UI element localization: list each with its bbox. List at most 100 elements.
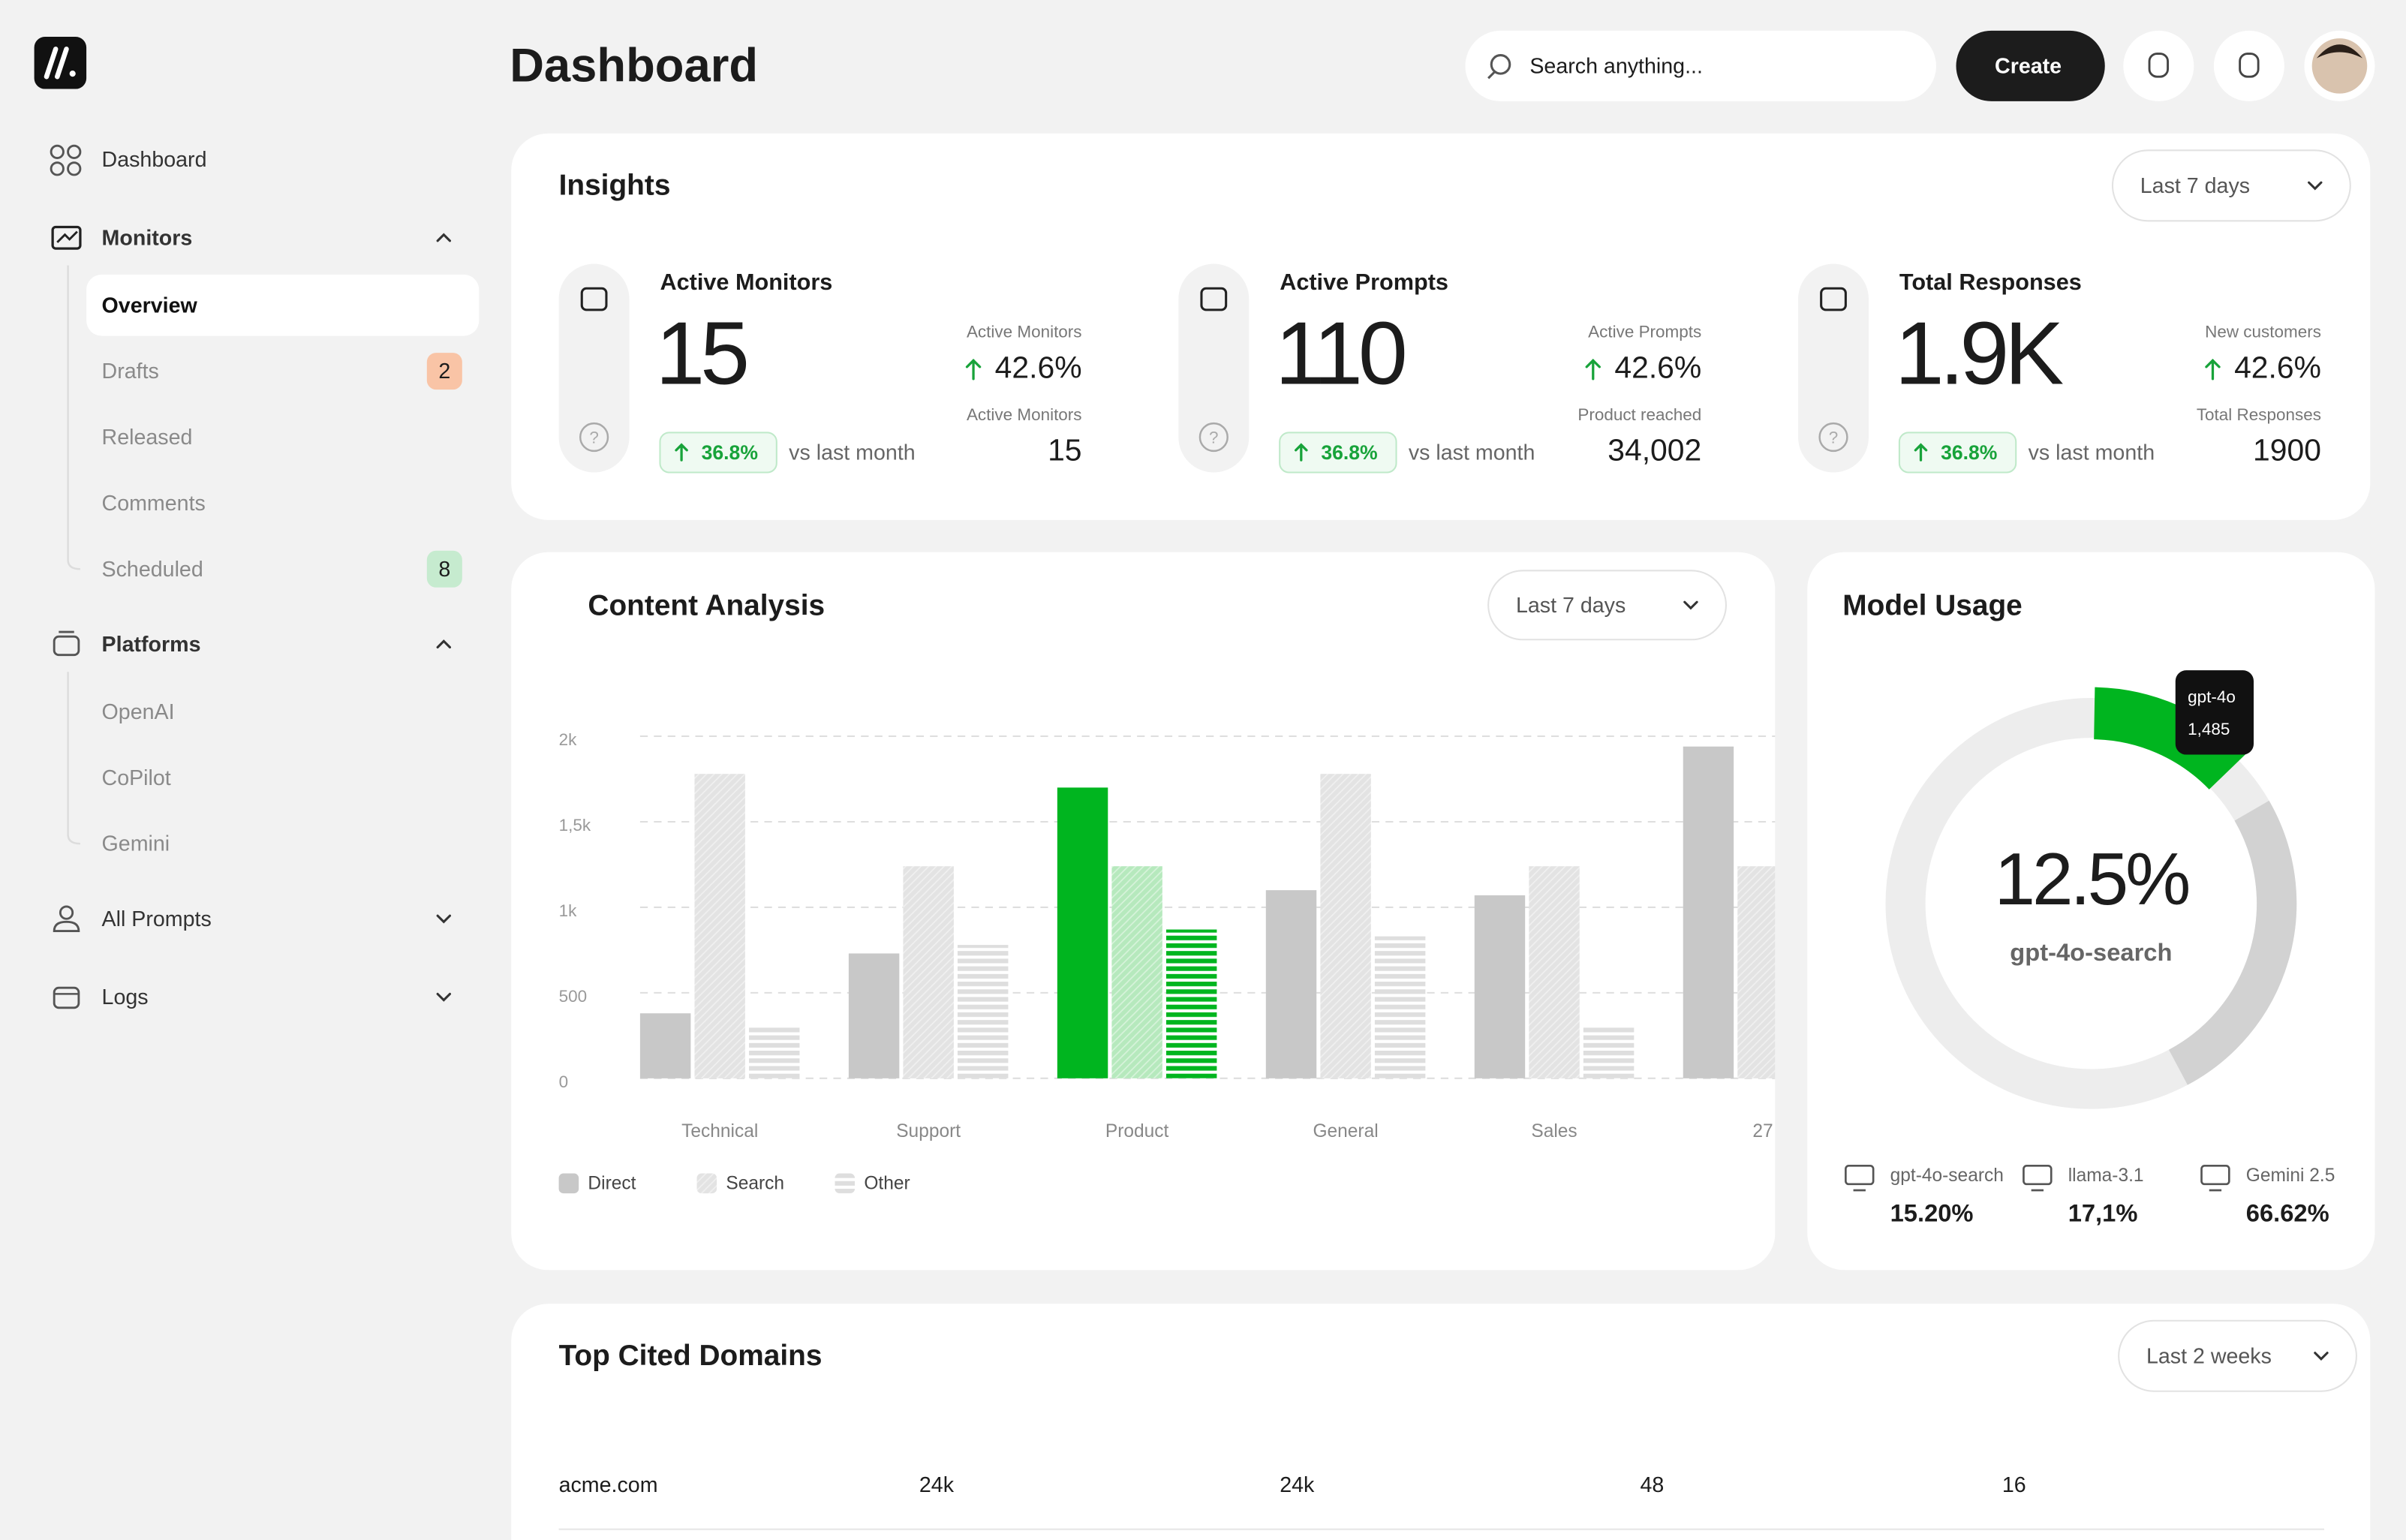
nav-sublabel[interactable]: Scheduled [102, 558, 203, 582]
nav-item[interactable]: Monitors [51, 225, 452, 250]
nav-subitem[interactable]: Released [102, 426, 193, 450]
nav-icon [53, 635, 80, 657]
chevron [436, 233, 452, 242]
metric-value: 1.9K [1895, 305, 2063, 404]
range-dropdown[interactable] [2118, 1319, 2357, 1392]
nav-subitem[interactable]: Overview [86, 274, 480, 336]
nav-label[interactable]: All Prompts [102, 907, 212, 931]
page-title: Dashboard [510, 40, 758, 92]
nav-label[interactable]: Dashboard [102, 148, 207, 172]
plot-area [639, 746, 1776, 1078]
search-icon [1490, 54, 1511, 75]
range-dropdown-label: Last 7 days [2140, 174, 2250, 198]
search-placeholder: Search anything... [1529, 54, 1703, 78]
metric-title: Active Prompts [1280, 269, 1448, 295]
bar [1583, 1027, 1635, 1078]
nav-icon [53, 986, 80, 1009]
up-arrow [965, 358, 982, 380]
nav-sublabel[interactable]: Comments [102, 492, 206, 516]
nav-sublabel[interactable]: Overview [102, 293, 198, 317]
nav-item[interactable]: All Prompts [53, 905, 452, 933]
nav-label[interactable]: Platforms [102, 633, 201, 657]
range-dropdown[interactable] [2111, 149, 2351, 222]
bar [1529, 866, 1580, 1078]
nav-label[interactable]: Logs [102, 985, 149, 1009]
help-icon [1818, 422, 1848, 453]
nav-subitem[interactable]: Comments [102, 492, 206, 516]
create-button-label[interactable]: Create [1995, 54, 2062, 78]
bar [1683, 746, 1734, 1078]
change-badge [1898, 432, 2017, 474]
nav-subitem[interactable]: Scheduled 8 [102, 550, 462, 588]
nav-badge-label: 2 [438, 359, 450, 383]
legend-name: llama-3.1 [2068, 1166, 2144, 1186]
legend-name: Gemini 2.5 [2246, 1166, 2335, 1186]
nav-sublabel[interactable]: OpenAI [102, 700, 175, 724]
metric-title: Total Responses [1899, 269, 2082, 295]
stat-value: 15 [1048, 433, 1081, 468]
change-badge [1279, 432, 1397, 474]
nav-icon [50, 144, 65, 159]
bar-chart: 0 500 1k 1,5k 2k Technical Support Product Gener… [558, 730, 1776, 1193]
range-dropdown[interactable] [1487, 570, 1727, 641]
change-value: 36.8% [1941, 441, 1997, 464]
nav-icon [67, 161, 82, 176]
help-icon-glyph: ? [589, 428, 599, 447]
nav-item[interactable]: Logs [53, 985, 452, 1009]
nav-item[interactable]: Dashboard [50, 144, 207, 176]
bar [1057, 787, 1108, 1078]
nav-sublabel[interactable]: CoPilot [102, 766, 171, 790]
sidebar: Dashboard Monitors Overview Drafts 2 Released… [50, 144, 480, 1009]
help-icon [1198, 422, 1229, 453]
bar [749, 1027, 800, 1078]
nav-label[interactable]: Monitors [102, 226, 193, 250]
change-note: vs last month [789, 441, 916, 465]
nav-subitem[interactable]: OpenAI [102, 700, 175, 724]
tree-line [67, 672, 80, 845]
y-tick-label: 2k [559, 730, 577, 749]
stat-label: New customers [2205, 322, 2321, 341]
metric-title: Active Monitors [660, 269, 832, 295]
bar [694, 774, 745, 1078]
y-tick-label: 1k [559, 901, 577, 920]
nav-icon [67, 144, 82, 159]
icon-button[interactable] [2123, 30, 2194, 101]
nav-sublabel[interactable]: Gemini [102, 832, 170, 856]
change-note: vs last month [1409, 441, 1535, 465]
table-cell: 48 [1640, 1473, 1664, 1497]
donut-chart: 12.5% gpt-4o-search gpt-4o 1,485 gpt-4o-sear… [1845, 670, 2335, 1226]
avatar-hair [2316, 44, 2363, 59]
donut-accent [2168, 800, 2297, 1085]
nav-icon [50, 161, 65, 176]
stat-value: 42.6% [995, 350, 1082, 384]
search-box[interactable] [1465, 30, 1936, 101]
nav-item[interactable]: Platforms [53, 630, 452, 657]
stat-label: Active Monitors [967, 405, 1082, 424]
icon-button[interactable] [2213, 30, 2284, 101]
table-cell: 16 [2002, 1473, 2026, 1497]
nav-sublabel[interactable]: Released [102, 426, 193, 450]
metric-icon [1820, 287, 1847, 311]
stat-value: 1900 [2253, 433, 2321, 468]
logo-dot [69, 71, 76, 77]
legend-icon [1845, 1164, 1875, 1186]
nav-subitem[interactable]: Drafts 2 [102, 353, 462, 390]
stat-value: 34,002 [1608, 433, 1701, 468]
top-cited-domains-card [511, 1304, 2371, 1540]
logo[interactable] [34, 37, 87, 89]
chevron [1683, 600, 1698, 610]
bar [639, 1013, 691, 1078]
bar [903, 866, 954, 1078]
bar [1737, 866, 1776, 1078]
stat-label: Active Prompts [1588, 322, 1701, 341]
up-arrow [1585, 358, 1601, 380]
nav-subitem[interactable]: CoPilot [102, 766, 171, 790]
change-note: vs last month [2029, 441, 2155, 465]
up-arrow [2205, 358, 2221, 380]
create-button[interactable] [1956, 30, 2105, 101]
x-tick-label: Support [896, 1121, 961, 1141]
x-tick-label: General [1313, 1121, 1378, 1141]
nav-sublabel[interactable]: Drafts [102, 359, 159, 383]
search-icon [1487, 71, 1496, 80]
nav-subitem[interactable]: Gemini [102, 832, 170, 856]
